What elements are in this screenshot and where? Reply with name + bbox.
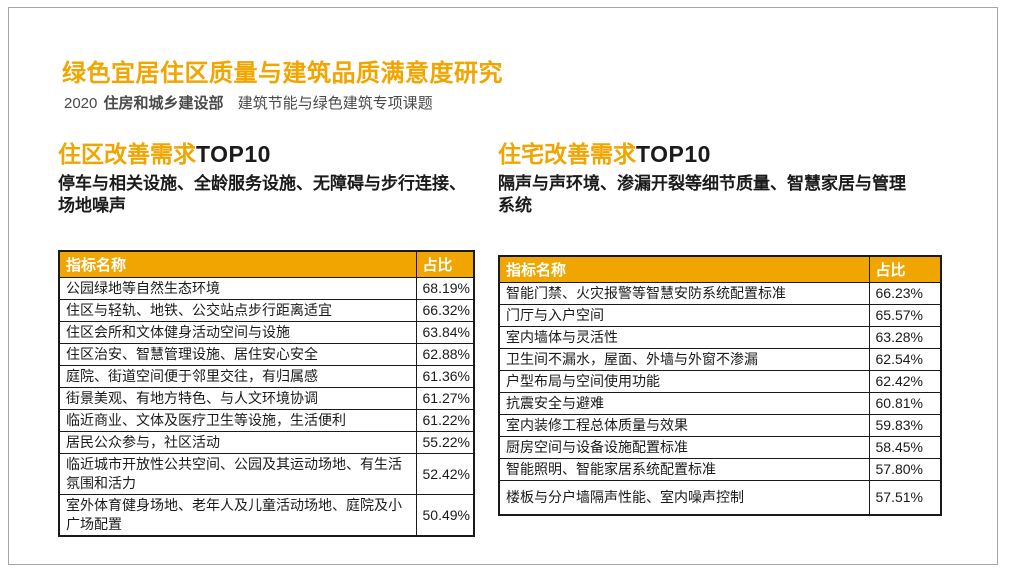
- table-row: 临近城市开放性公共空间、公园及其运动场地、有生活氛围和活力 52.42%: [58, 453, 475, 495]
- table-row: 智能照明、智能家居系统配置标准 57.80%: [498, 458, 942, 481]
- table-row: 住区与轻轨、地铁、公交站点步行距离适宜 66.32%: [58, 299, 475, 322]
- table-row: 庭院、街道空间便于邻里交往，有归属感 61.36%: [58, 365, 475, 388]
- table-header-row: 指标名称 占比: [498, 255, 942, 283]
- percentage-cell: 59.83%: [868, 414, 942, 437]
- column-header-indicator: 指标名称: [58, 250, 417, 278]
- indicator-name-cell: 庭院、街道空间便于邻里交往，有归属感: [58, 365, 417, 388]
- percentage-cell: 58.45%: [868, 436, 942, 459]
- percentage-cell: 66.32%: [415, 299, 475, 322]
- indicator-name-cell: 卫生间不漏水，屋面、外墙与外窗不渗漏: [498, 348, 870, 371]
- subtitle-topic: 建筑节能与绿色建筑专项课题: [237, 95, 433, 112]
- percentage-cell: 57.51%: [868, 480, 942, 515]
- percentage-cell: 52.42%: [415, 453, 475, 495]
- section-heading: 住宅改善需求TOP10: [498, 140, 918, 168]
- indicator-name-cell: 智能照明、智能家居系统配置标准: [498, 458, 870, 481]
- column-header-percentage: 占比: [868, 255, 942, 283]
- subtitle-year: 2020: [64, 95, 98, 112]
- indicator-name-cell: 街景美观、有地方特色、与人文环境协调: [58, 387, 417, 410]
- table-row: 街景美观、有地方特色、与人文环境协调 61.27%: [58, 387, 475, 410]
- percentage-cell: 57.80%: [868, 458, 942, 481]
- page-title: 绿色宜居住区质量与建筑品质满意度研究: [62, 60, 503, 87]
- indicator-name-cell: 居民公众参与，社区活动: [58, 431, 417, 454]
- indicator-name-cell: 户型布局与空间使用功能: [498, 370, 870, 393]
- column-header-percentage: 占比: [415, 250, 475, 278]
- percentage-cell: 68.19%: [415, 277, 475, 300]
- indicator-name-cell: 厨房空间与设备设施配置标准: [498, 436, 870, 459]
- section-heading-highlight: 住区改善需求: [58, 141, 196, 167]
- percentage-cell: 62.42%: [868, 370, 942, 393]
- indicator-name-cell: 抗震安全与避难: [498, 392, 870, 415]
- table-row: 户型布局与空间使用功能 62.42%: [498, 370, 942, 393]
- table-row: 公园绿地等自然生态环境 68.19%: [58, 277, 475, 300]
- indicator-name-cell: 住区会所和文体健身活动空间与设施: [58, 321, 417, 344]
- percentage-cell: 50.49%: [415, 494, 475, 537]
- percentage-cell: 55.22%: [415, 431, 475, 454]
- indicator-name-cell: 室内墙体与灵活性: [498, 326, 870, 349]
- section-summary: 隔声与声环境、渗漏开裂等细节质量、智慧家居与管理系统: [498, 174, 906, 215]
- section-heading-highlight: 住宅改善需求: [498, 141, 636, 167]
- table-row: 智能门禁、火灾报警等智慧安防系统配置标准 66.23%: [498, 282, 942, 305]
- percentage-cell: 66.23%: [868, 282, 942, 305]
- percentage-cell: 61.36%: [415, 365, 475, 388]
- percentage-cell: 62.54%: [868, 348, 942, 371]
- indicator-name-cell: 公园绿地等自然生态环境: [58, 277, 417, 300]
- table-row: 居民公众参与，社区活动 55.22%: [58, 431, 475, 454]
- table-row: 室外体育健身场地、老年人及儿童活动场地、庭院及小广场配置 50.49%: [58, 494, 475, 537]
- table-row: 门厅与入户空间 65.57%: [498, 304, 942, 327]
- percentage-cell: 60.81%: [868, 392, 942, 415]
- indicator-name-cell: 智能门禁、火灾报警等智慧安防系统配置标准: [498, 282, 870, 305]
- indicator-name-cell: 门厅与入户空间: [498, 304, 870, 327]
- percentage-cell: 63.28%: [868, 326, 942, 349]
- table-row: 室内墙体与灵活性 63.28%: [498, 326, 942, 349]
- indicator-name-cell: 楼板与分户墙隔声性能、室内噪声控制: [498, 480, 870, 515]
- table-row: 住区会所和文体健身活动空间与设施 63.84%: [58, 321, 475, 344]
- indicator-name-cell: 住区治安、智慧管理设施、居住安心安全: [58, 343, 417, 366]
- percentage-cell: 61.27%: [415, 387, 475, 410]
- column-header-indicator: 指标名称: [498, 255, 870, 283]
- indicator-name-cell: 室内装修工程总体质量与效果: [498, 414, 870, 437]
- community-needs-table: 指标名称 占比 公园绿地等自然生态环境 68.19% 住区与轻轨、地铁、公交站点步行…: [58, 250, 475, 537]
- table-row: 室内装修工程总体质量与效果 59.83%: [498, 414, 942, 437]
- indicator-name-cell: 住区与轻轨、地铁、公交站点步行距离适宜: [58, 299, 417, 322]
- section-community-needs: 住区改善需求TOP10 停车与相关设施、全龄服务设施、无障碍与步行连接、场地噪声: [58, 140, 478, 217]
- section-heading: 住区改善需求TOP10: [58, 140, 478, 168]
- table-row: 楼板与分户墙隔声性能、室内噪声控制 57.51%: [498, 480, 942, 515]
- table-header-row: 指标名称 占比: [58, 250, 475, 278]
- indicator-name-cell: 临近城市开放性公共空间、公园及其运动场地、有生活氛围和活力: [58, 453, 417, 495]
- section-housing-needs: 住宅改善需求TOP10 隔声与声环境、渗漏开裂等细节质量、智慧家居与管理系统: [498, 140, 918, 217]
- page-subtitle: 2020 住房和城乡建设部 建筑节能与绿色建筑专项课题: [64, 92, 433, 113]
- indicator-name-cell: 室外体育健身场地、老年人及儿童活动场地、庭院及小广场配置: [58, 494, 417, 537]
- indicator-name-cell: 临近商业、文体及医疗卫生等设施，生活便利: [58, 409, 417, 432]
- table-row: 卫生间不漏水，屋面、外墙与外窗不渗漏 62.54%: [498, 348, 942, 371]
- table-row: 临近商业、文体及医疗卫生等设施，生活便利 61.22%: [58, 409, 475, 432]
- section-summary: 停车与相关设施、全龄服务设施、无障碍与步行连接、场地噪声: [58, 174, 466, 215]
- table-row: 住区治安、智慧管理设施、居住安心安全 62.88%: [58, 343, 475, 366]
- section-heading-top10: TOP10: [636, 141, 711, 167]
- percentage-cell: 61.22%: [415, 409, 475, 432]
- section-heading-top10: TOP10: [196, 141, 271, 167]
- percentage-cell: 65.57%: [868, 304, 942, 327]
- percentage-cell: 62.88%: [415, 343, 475, 366]
- housing-needs-table: 指标名称 占比 智能门禁、火灾报警等智慧安防系统配置标准 66.23% 门厅与入户空…: [498, 255, 942, 516]
- table-row: 抗震安全与避难 60.81%: [498, 392, 942, 415]
- table-row: 厨房空间与设备设施配置标准 58.45%: [498, 436, 942, 459]
- percentage-cell: 63.84%: [415, 321, 475, 344]
- subtitle-ministry: 住房和城乡建设部: [103, 95, 224, 112]
